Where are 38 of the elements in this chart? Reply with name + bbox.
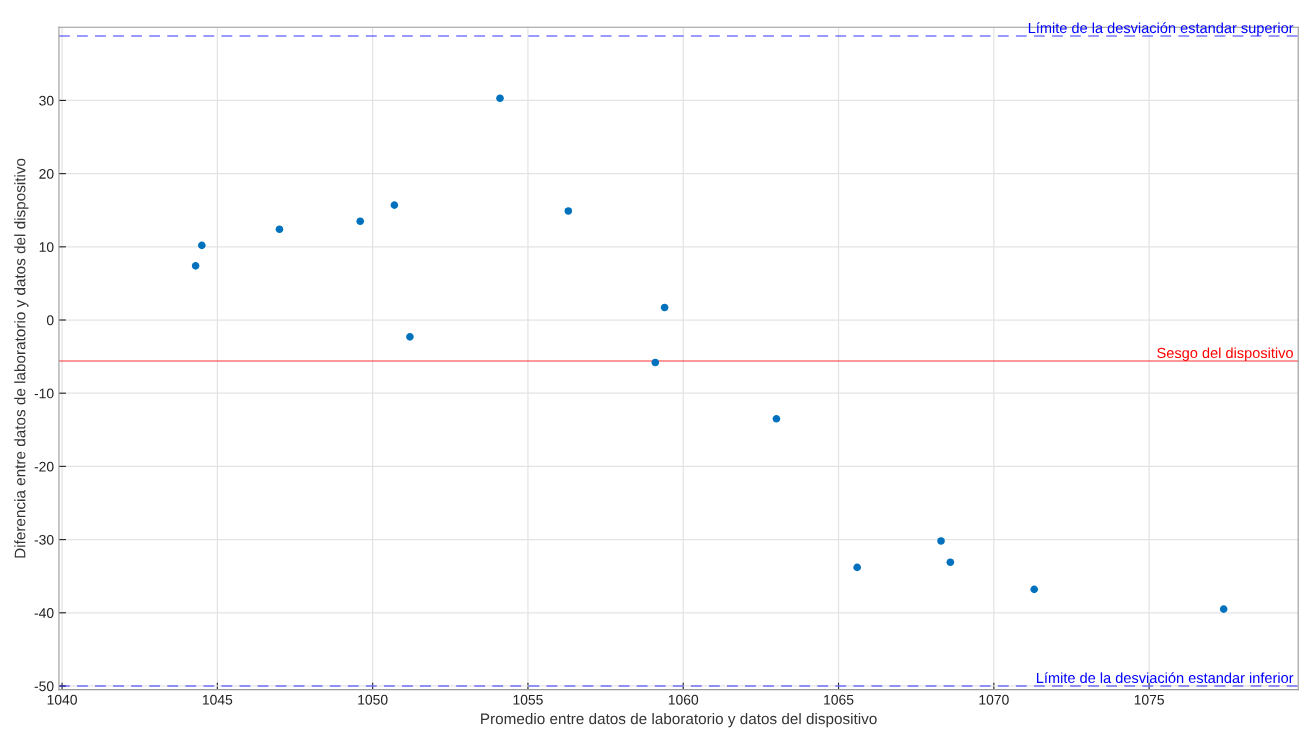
y-tick-label: -30 [34, 534, 54, 545]
y-tick-label: -40 [34, 608, 54, 618]
point [356, 217, 365, 225]
x-tick-label: 1055 [513, 694, 543, 705]
point [496, 94, 504, 103]
y-tick-label: 0 [46, 315, 54, 326]
point [406, 333, 414, 341]
x-tick-label: 1040 [47, 694, 77, 705]
ref-line-label: Límite de la desviación estandar superior [1028, 22, 1294, 37]
x-tick-label: 1060 [668, 694, 699, 705]
x-tick-label: 1050 [358, 694, 388, 705]
y-tick-label: 10 [39, 242, 54, 252]
point [390, 201, 399, 209]
point [853, 563, 861, 572]
x-axis-title: Promedio entre datos de laboratorio y datos del dispositivo [481, 713, 877, 728]
point [1030, 585, 1039, 594]
point [564, 207, 573, 215]
point [660, 303, 669, 312]
x-tick-label: 1065 [824, 694, 854, 705]
point [191, 262, 200, 270]
y-tick-label: 20 [39, 168, 54, 179]
point [946, 558, 955, 567]
point [275, 225, 284, 234]
x-tick-label: 1045 [202, 694, 233, 705]
point [772, 415, 781, 423]
y-tick-label: -50 [34, 681, 54, 692]
point [1219, 605, 1228, 613]
x-tick-label: 1075 [1134, 694, 1164, 705]
ref-line-label: Sesgo del dispositivo [1157, 347, 1293, 361]
y-tick-label: -20 [34, 461, 54, 472]
y-axis-title: Diferencia entre datos de laboratorio y datos del dispositivo [14, 158, 29, 558]
x-tick-label: 1070 [979, 694, 1009, 705]
point [198, 241, 206, 250]
y-tick-label: 30 [39, 95, 54, 106]
ref-line-label: Límite de la desviación estandar inferior [1036, 672, 1294, 684]
point [937, 537, 945, 545]
y-tick-label: -10 [34, 388, 54, 399]
point [651, 358, 660, 367]
